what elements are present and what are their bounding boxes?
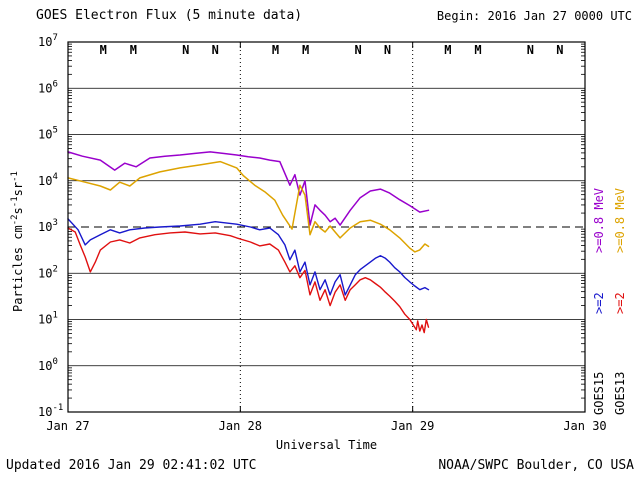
goes13-legend-segment-0: GOES13 xyxy=(613,371,627,415)
y-axis-title-segment: s xyxy=(11,207,25,215)
goes15-legend-segment-2: >=0.8 MeV xyxy=(592,187,606,253)
x-tick-label: Jan 28 xyxy=(219,419,262,433)
marker-N-20.5: N xyxy=(212,43,219,57)
y-axis-title: Particles cm-2s-1sr-1 xyxy=(10,171,25,312)
source-attribution: NOAA/SWPC Boulder, CO USA xyxy=(438,458,634,473)
begin-timestamp: Begin: 2016 Jan 27 0000 UTC xyxy=(436,9,632,23)
y-tick-label-1e1: 101 xyxy=(38,311,58,327)
marker-N-16.4: N xyxy=(182,43,189,57)
marker-M-28.9: M xyxy=(272,43,279,57)
y-axis-title-segment: Particles cm xyxy=(11,225,25,312)
goes15-legend-segment-1: >=2 xyxy=(592,292,606,314)
marker-M-33.1: M xyxy=(302,43,309,57)
y-axis-title-segment: sr xyxy=(11,181,25,197)
x-tick-label: Jan 27 xyxy=(46,419,89,433)
series-line-goes15-0-8-mev xyxy=(67,151,430,226)
plot-frame xyxy=(67,41,586,413)
x-tick-label: Jan 30 xyxy=(563,419,606,433)
y-axis-title-segment: -1 xyxy=(10,196,20,208)
y-tick-label-1e4: 104 xyxy=(38,172,58,188)
y-tick-label-1e2: 102 xyxy=(38,264,58,280)
y-tick-label-1e0: 100 xyxy=(38,357,58,373)
goes13-legend-segment-1: >=2 xyxy=(613,292,627,314)
marker-N-68.5: N xyxy=(556,43,563,57)
marker-M-4.9: M xyxy=(100,43,107,57)
marker-N-40.4: N xyxy=(354,43,361,57)
marker-M-57.1: M xyxy=(474,43,481,57)
x-tick-label: Jan 29 xyxy=(391,419,434,433)
marker-N-64.4: N xyxy=(527,43,534,57)
y-axis-title-segment: -2 xyxy=(10,214,20,226)
y-tick-label-1e6: 106 xyxy=(38,79,58,95)
y-tick-label-1e7: 107 xyxy=(38,33,58,49)
goes15-legend-segment-0: GOES15 xyxy=(592,371,606,415)
series-line-goes13-2-mev xyxy=(67,227,430,334)
goes13-legend-segment-2: >=0.8 MeV xyxy=(613,187,627,253)
series-line-goes15-2-mev xyxy=(67,218,430,296)
x-axis-title: Universal Time xyxy=(276,438,377,452)
chart-title: GOES Electron Flux (5 minute data) xyxy=(36,8,303,23)
y-tick-label-1e3: 103 xyxy=(38,218,58,234)
y-gridlines xyxy=(68,87,585,367)
marker-M-9.1: M xyxy=(130,43,137,57)
y-axis-title-segment: -1 xyxy=(10,171,20,182)
updated-timestamp: Updated 2016 Jan 29 02:41:02 UTC xyxy=(6,458,257,473)
y-minor-ticks xyxy=(68,43,585,399)
y-tick-label-1e-1: 10-1 xyxy=(38,403,63,419)
marker-N-44.5: N xyxy=(384,43,391,57)
y-tick-label-1e5: 105 xyxy=(38,126,58,142)
marker-M-52.9: M xyxy=(444,43,451,57)
series-line-goes13-0-8-mev xyxy=(67,160,430,253)
